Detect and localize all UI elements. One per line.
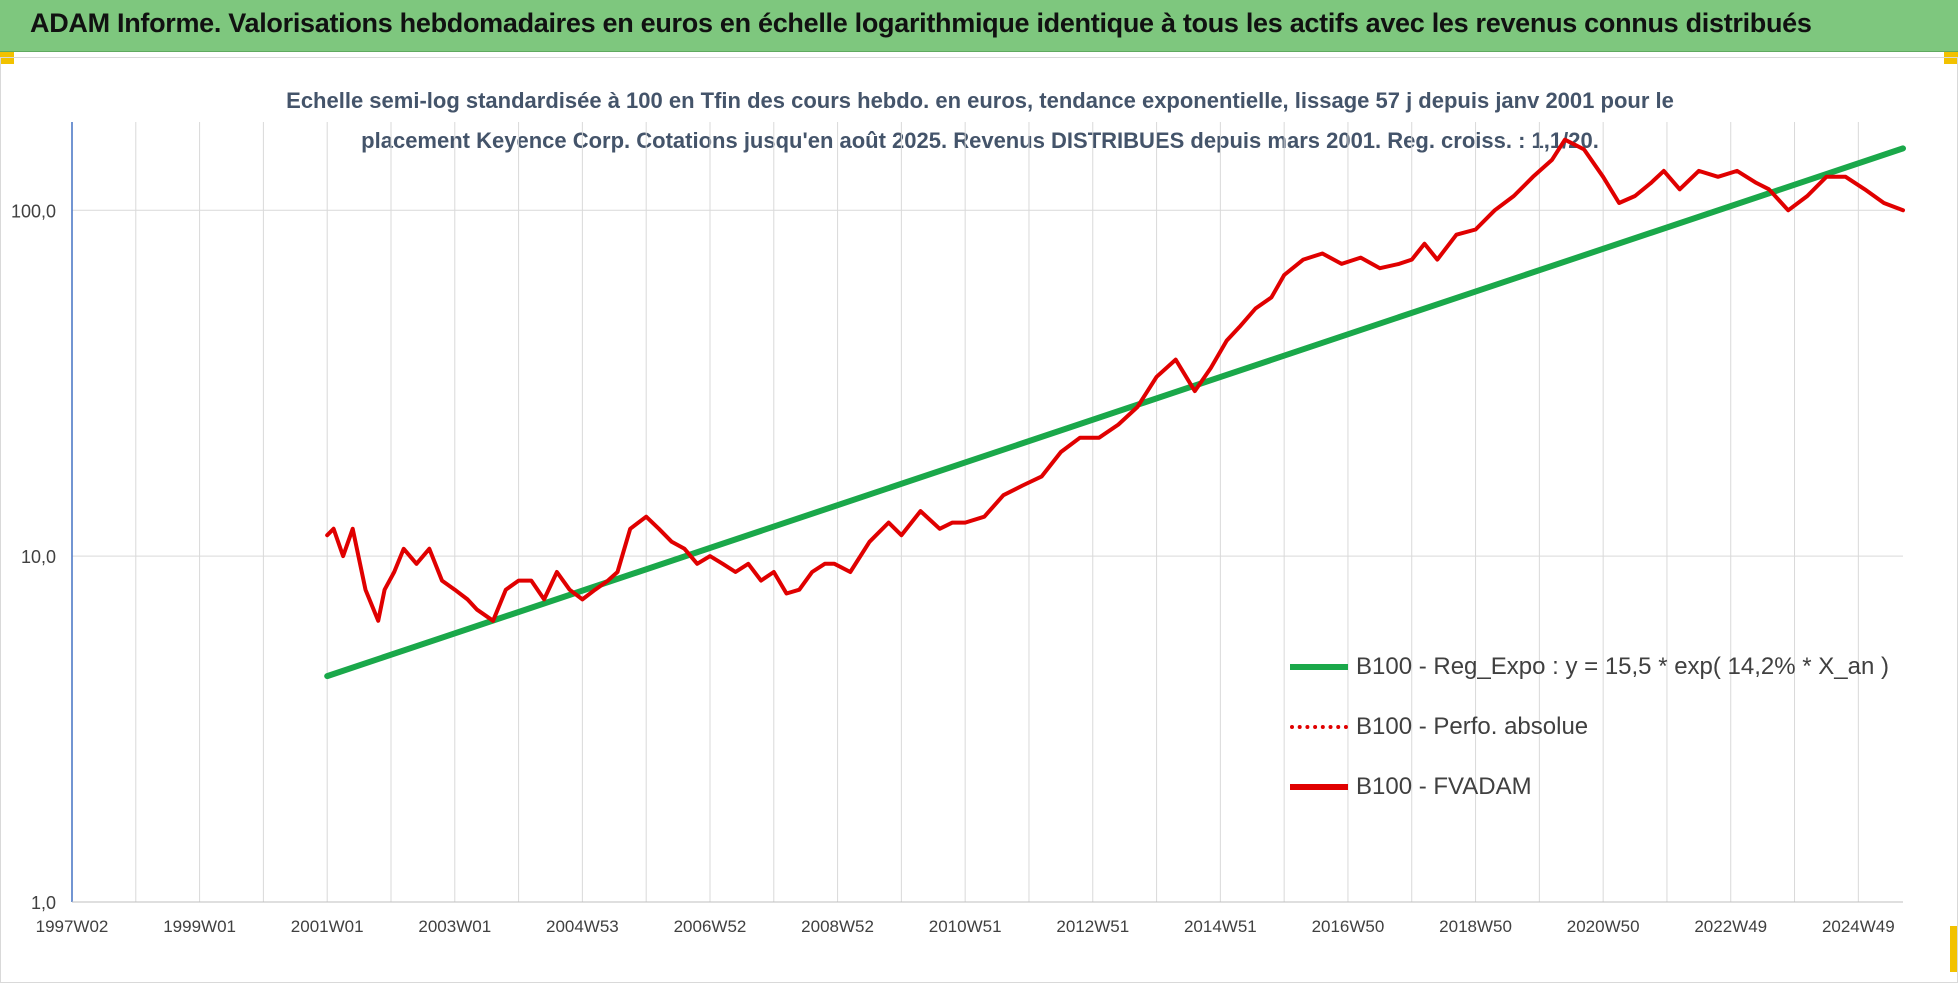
series-line-2: [325, 137, 1905, 623]
x-tick-label: 1997W02: [36, 917, 109, 936]
header-banner: ADAM Informe. Valorisations hebdomadaire…: [0, 0, 1958, 52]
legend-label-fvadam: B100 - FVADAM: [1356, 773, 1532, 800]
x-tick-label: 2018W50: [1439, 917, 1512, 936]
y-tick-label: 100,0: [11, 201, 56, 221]
x-tick-label: 2022W49: [1694, 917, 1767, 936]
x-tick-label: 2012W51: [1056, 917, 1129, 936]
chart-legend: B100 - Reg_Expo : y = 15,5 * exp( 14,2% …: [1290, 652, 1889, 832]
x-tick-label: 2001W01: [291, 917, 364, 936]
legend-item-fvadam: B100 - FVADAM: [1290, 772, 1889, 802]
corner-marker-bottom-right: [1950, 926, 1958, 972]
legend-label-perfo-absolue: B100 - Perfo. absolue: [1356, 713, 1589, 740]
legend-swatch-perfo-absolue: [1290, 725, 1348, 729]
x-tick-label: 2024W49: [1822, 917, 1895, 936]
legend-label-reg-expo: B100 - Reg_Expo : y = 15,5 * exp( 14,2% …: [1356, 653, 1889, 680]
chart-title-line1: Echelle semi-log standardisée à 100 en T…: [286, 88, 1674, 113]
x-tick-label: 2014W51: [1184, 917, 1257, 936]
corner-marker-top-right: [1944, 52, 1958, 64]
legend-swatch-fvadam: [1290, 784, 1348, 790]
legend-swatch-reg-expo: [1290, 664, 1348, 670]
legend-item-reg-expo: B100 - Reg_Expo : y = 15,5 * exp( 14,2% …: [1290, 652, 1889, 682]
y-tick-label: 10,0: [21, 547, 56, 567]
corner-marker-top-left: [0, 52, 14, 64]
x-tick-label: 2010W51: [929, 917, 1002, 936]
x-tick-label: 2016W50: [1312, 917, 1385, 936]
page-title: ADAM Informe. Valorisations hebdomadaire…: [30, 8, 1812, 38]
y-tick-label: 1,0: [31, 893, 56, 913]
x-tick-label: 2008W52: [801, 917, 874, 936]
legend-item-perfo-absolue: B100 - Perfo. absolue: [1290, 712, 1889, 742]
x-tick-label: 1999W01: [163, 917, 236, 936]
x-tick-label: 2004W53: [546, 917, 619, 936]
x-tick-label: 2020W50: [1567, 917, 1640, 936]
chart-title-line2: placement Keyence Corp. Cotations jusqu'…: [361, 128, 1599, 153]
x-tick-label: 2003W01: [418, 917, 491, 936]
series-line-0: [324, 145, 1906, 680]
x-tick-label: 2006W52: [674, 917, 747, 936]
